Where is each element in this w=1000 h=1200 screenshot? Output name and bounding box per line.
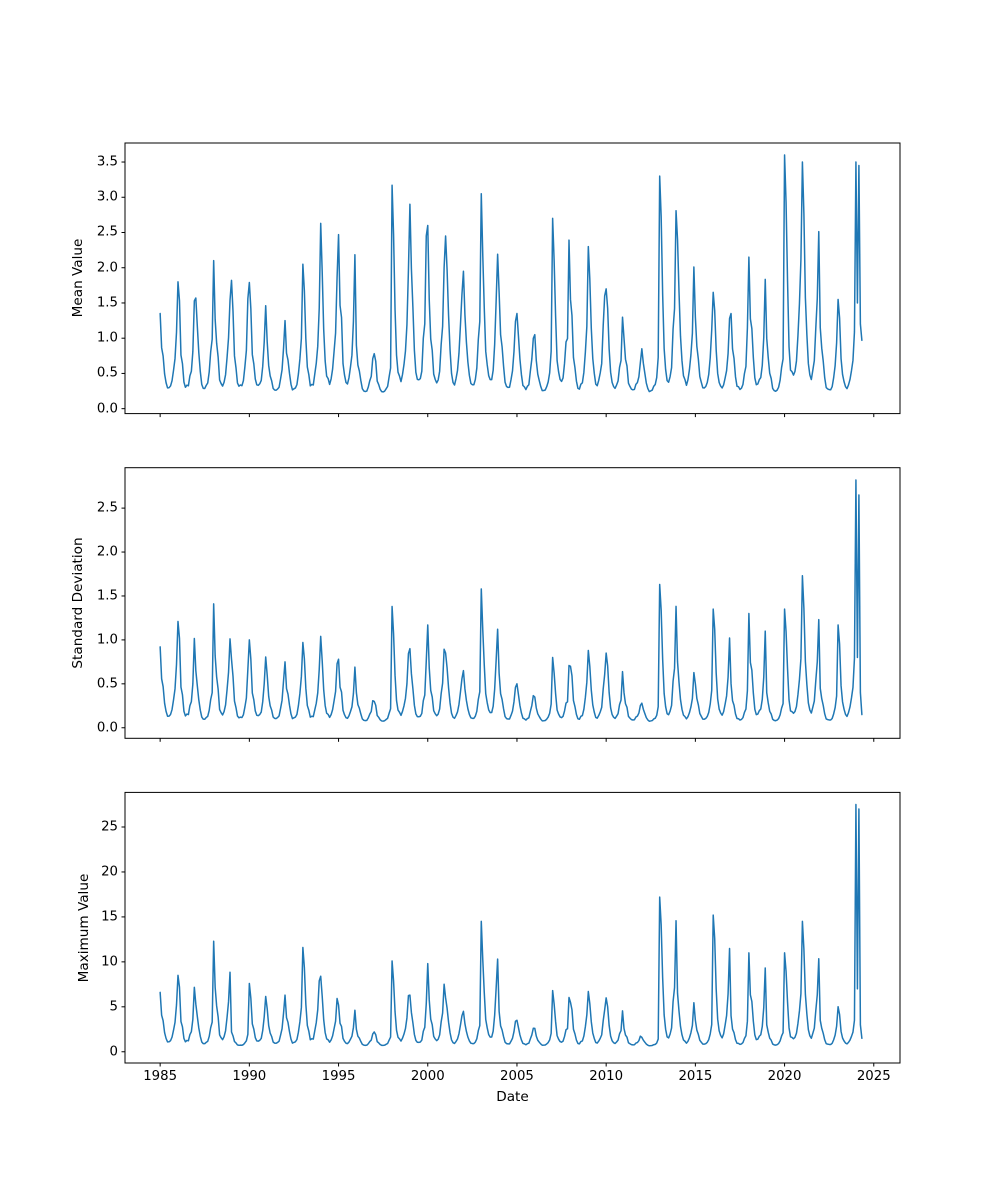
y-tick-label: 0.5 xyxy=(96,676,118,692)
y-tick-label: 2.0 xyxy=(96,544,118,560)
y-tick-label: 2.0 xyxy=(96,260,118,276)
y-tick-label: 0.5 xyxy=(96,365,118,381)
x-axis-label-date: Date xyxy=(496,1089,529,1105)
series-line-0 xyxy=(159,154,863,393)
axes-frame-1 xyxy=(124,467,901,739)
y-tick-label: 1.5 xyxy=(96,295,118,311)
x-tick-label: 2020 xyxy=(767,1068,802,1084)
y-tick-label: 10 xyxy=(101,954,118,970)
y-axis-label-maximum-value: Maximum Value xyxy=(76,873,93,983)
x-tick-label: 2015 xyxy=(678,1068,713,1084)
x-tick-label: 1985 xyxy=(143,1068,178,1084)
y-tick-label: 0.0 xyxy=(96,401,118,417)
y-axis-label-mean-value: Mean Value xyxy=(70,238,87,318)
y-axis-label-standard-deviation: Standard Deviation xyxy=(70,537,87,669)
x-tick-label: 1990 xyxy=(232,1068,267,1084)
y-tick-label: 15 xyxy=(101,909,118,925)
y-tick-label: 20 xyxy=(101,864,118,880)
y-tick-label: 3.5 xyxy=(96,154,118,170)
axes-frame-2 xyxy=(124,791,901,1064)
x-tick-label: 2010 xyxy=(589,1068,624,1084)
y-tick-label: 2.5 xyxy=(96,224,118,240)
x-tick-label: 2025 xyxy=(856,1068,891,1084)
y-tick-label: 0 xyxy=(109,1044,118,1060)
y-tick-label: 0.0 xyxy=(96,720,118,736)
y-tick-label: 1.5 xyxy=(96,588,118,604)
y-tick-label: 1.0 xyxy=(96,330,118,346)
y-tick-label: 3.0 xyxy=(96,189,118,205)
x-tick-label: 1995 xyxy=(321,1068,356,1084)
series-line-1 xyxy=(159,479,863,722)
y-tick-label: 2.5 xyxy=(96,500,118,516)
x-tick-label: 2000 xyxy=(410,1068,445,1084)
y-tick-label: 5 xyxy=(109,999,118,1015)
x-tick-label: 2005 xyxy=(500,1068,534,1084)
y-tick-label: 1.0 xyxy=(96,632,118,648)
y-tick-label: 25 xyxy=(101,819,118,835)
series-line-2 xyxy=(159,803,863,1047)
axes-frame-0 xyxy=(124,142,901,415)
